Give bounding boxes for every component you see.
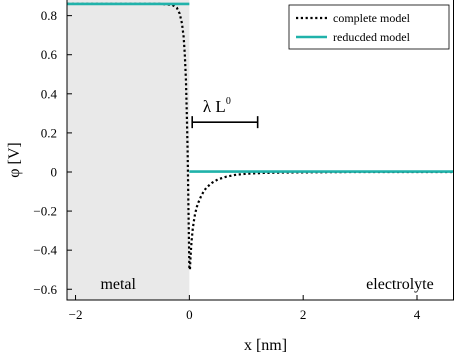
- y-tick-label: −0.6: [33, 282, 57, 297]
- electrolyte-region-label: electrolyte: [366, 276, 434, 293]
- legend-box: [288, 4, 450, 50]
- y-axis-ticks: 0.8 0.6 0.4 0.2 0 −0.2 −0.4 −0.6: [33, 8, 72, 297]
- y-tick-label: 0.8: [41, 8, 57, 23]
- x-tick-label: 0: [186, 307, 193, 322]
- metal-region-shade: [67, 0, 190, 300]
- series-complete-model: [67, 2, 454, 271]
- series-layer: [67, 2, 454, 271]
- x-axis-label: x [nm]: [244, 337, 287, 354]
- annotation-superscript: 0: [226, 96, 231, 107]
- y-tick-label: −0.4: [33, 243, 57, 258]
- x-tick-label: 2: [300, 307, 307, 322]
- legend-label-reduced-model: reducded model: [333, 30, 411, 44]
- annotation-text: λ L0: [203, 96, 231, 116]
- y-tick-label: −0.2: [33, 204, 57, 219]
- metal-region-label: metal: [100, 276, 136, 293]
- x-tick-label: 4: [414, 307, 421, 322]
- legend: complete model reducded model: [288, 4, 450, 50]
- y-tick-label: 0.2: [41, 125, 57, 140]
- x-axis-ticks: −2 0 2 4: [69, 295, 421, 322]
- x-tick-label: −2: [69, 307, 83, 322]
- legend-label-complete-model: complete model: [333, 11, 411, 25]
- debye-length-annotation: λ L0: [191, 96, 259, 129]
- annotation-main-text: λ L: [203, 97, 226, 116]
- y-axis-label: φ [V]: [6, 142, 23, 177]
- y-tick-label: 0.6: [41, 47, 58, 62]
- y-tick-label: 0.4: [41, 86, 58, 101]
- y-tick-label: 0: [51, 164, 58, 179]
